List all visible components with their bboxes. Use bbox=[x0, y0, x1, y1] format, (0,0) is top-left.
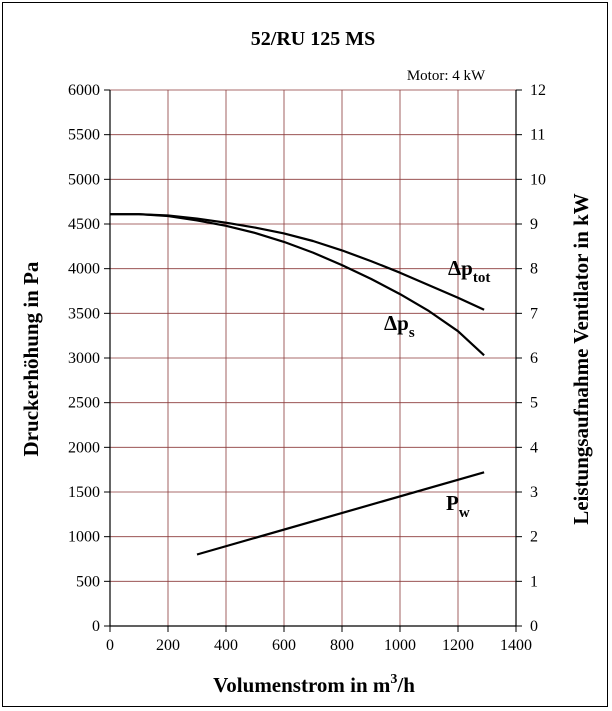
y-right-tick-label: 10 bbox=[530, 171, 546, 188]
y-left-tick-label: 0 bbox=[92, 618, 100, 635]
dp-s-label: Δps bbox=[384, 311, 415, 341]
x-tick-label: 800 bbox=[330, 637, 354, 654]
y-right-tick-label: 1 bbox=[530, 573, 538, 590]
chart-title: 52/RU 125 MS bbox=[251, 28, 375, 50]
dp-tot-line bbox=[110, 213, 485, 311]
y-right-tick-label: 5 bbox=[530, 395, 538, 412]
x-tick-label: 400 bbox=[214, 637, 238, 654]
y-left-tick-label: 500 bbox=[76, 573, 100, 590]
ticks: 0 200 400 600 800 1000 1200 1400050010001500200… bbox=[68, 82, 546, 654]
dp-s-line bbox=[110, 213, 485, 357]
x-tick-label: 200 bbox=[156, 637, 180, 654]
y-left-tick-label: 2500 bbox=[68, 395, 100, 412]
y-right-tick-label: 12 bbox=[530, 82, 546, 99]
y-right-tick-label: 8 bbox=[530, 261, 538, 278]
y-left-tick-label: 3500 bbox=[68, 305, 100, 322]
y-right-tick-label: 7 bbox=[530, 305, 538, 322]
y-left-tick-label: 3000 bbox=[68, 350, 100, 367]
x-tick-label: 1400 bbox=[500, 637, 532, 654]
y-left-tick-label: 1000 bbox=[68, 529, 100, 546]
x-tick-label: 0 bbox=[106, 637, 114, 654]
y-left-tick-label: 6000 bbox=[68, 82, 100, 99]
x-tick-label: 600 bbox=[272, 637, 296, 654]
y-left-tick-label: 2000 bbox=[68, 439, 100, 456]
pw-label: Pw bbox=[446, 491, 470, 521]
y-right-tick-label: 4 bbox=[530, 439, 538, 456]
x-axis-label: Volumenstrom in m3/h bbox=[213, 672, 415, 697]
y-right-tick-label: 9 bbox=[530, 216, 538, 233]
x-tick-label: 1000 bbox=[384, 637, 416, 654]
y-right-tick-label: 11 bbox=[530, 127, 545, 144]
y-axis-left-label: Druckerhöhung in Pa bbox=[19, 261, 43, 456]
y-right-tick-label: 6 bbox=[530, 350, 538, 367]
y-right-tick-label: 3 bbox=[530, 484, 538, 501]
y-right-tick-label: 0 bbox=[530, 618, 538, 635]
series-labels: Δptot Δps Pw bbox=[384, 256, 490, 521]
x-tick-label: 1200 bbox=[442, 637, 474, 654]
series-group bbox=[110, 213, 485, 556]
dp-tot-label: Δptot bbox=[448, 256, 490, 286]
y-left-tick-label: 5500 bbox=[68, 127, 100, 144]
y-left-tick-label: 4500 bbox=[68, 216, 100, 233]
y-left-tick-label: 5000 bbox=[68, 171, 100, 188]
y-left-tick-label: 4000 bbox=[68, 261, 100, 278]
chart-subtitle: Motor: 4 kW bbox=[407, 68, 486, 84]
grid bbox=[110, 89, 516, 626]
y-right-tick-label: 2 bbox=[530, 529, 538, 546]
y-left-tick-label: 1500 bbox=[68, 484, 100, 501]
pw-line bbox=[196, 471, 485, 556]
y-axis-right-label: Leistungsaufnahme Ventilator in kW bbox=[569, 193, 593, 525]
